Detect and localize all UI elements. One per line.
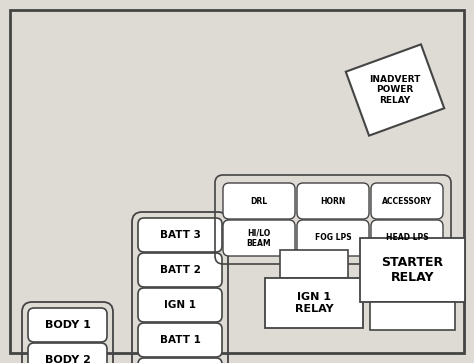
FancyBboxPatch shape (371, 220, 443, 256)
Text: IGN 1
RELAY: IGN 1 RELAY (295, 292, 333, 314)
Text: BODY 2: BODY 2 (45, 355, 91, 363)
Text: IGN 1: IGN 1 (164, 300, 196, 310)
Text: BATT 3: BATT 3 (160, 230, 201, 240)
FancyBboxPatch shape (28, 308, 107, 342)
Bar (360, 238, 465, 302)
Text: FOG LPS: FOG LPS (315, 233, 351, 242)
Text: HEAD LPS: HEAD LPS (386, 233, 428, 242)
Bar (265, 278, 363, 328)
FancyBboxPatch shape (138, 358, 222, 363)
Text: ACCESSORY: ACCESSORY (382, 196, 432, 205)
Text: HORN: HORN (320, 196, 346, 205)
Text: INADVERT
POWER
RELAY: INADVERT POWER RELAY (369, 75, 421, 105)
FancyBboxPatch shape (223, 183, 295, 219)
Text: DRL: DRL (250, 196, 267, 205)
Text: BODY 1: BODY 1 (45, 320, 91, 330)
FancyBboxPatch shape (371, 183, 443, 219)
Text: BATT 1: BATT 1 (160, 335, 201, 345)
Text: HI/LO
BEAM: HI/LO BEAM (246, 228, 271, 248)
FancyBboxPatch shape (297, 183, 369, 219)
FancyBboxPatch shape (138, 323, 222, 357)
Text: STARTER
RELAY: STARTER RELAY (382, 256, 444, 284)
Bar (280, 250, 348, 278)
Bar (346, 44, 444, 136)
FancyBboxPatch shape (138, 218, 222, 252)
FancyBboxPatch shape (138, 253, 222, 287)
FancyBboxPatch shape (297, 220, 369, 256)
FancyBboxPatch shape (223, 220, 295, 256)
Bar (370, 302, 455, 330)
Text: BATT 2: BATT 2 (160, 265, 201, 275)
FancyBboxPatch shape (138, 288, 222, 322)
FancyBboxPatch shape (28, 343, 107, 363)
